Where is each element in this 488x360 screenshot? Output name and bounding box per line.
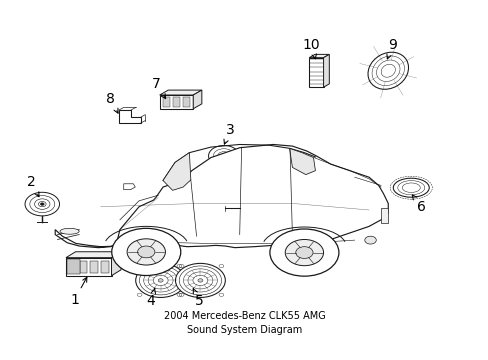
FancyBboxPatch shape [308, 58, 323, 87]
FancyBboxPatch shape [172, 97, 180, 107]
FancyBboxPatch shape [80, 261, 87, 273]
Text: 3: 3 [224, 123, 234, 144]
Circle shape [158, 279, 163, 282]
Text: 2: 2 [27, 175, 39, 197]
Text: 1: 1 [70, 277, 87, 307]
Text: 5: 5 [193, 289, 203, 308]
Circle shape [175, 264, 225, 297]
Circle shape [127, 239, 165, 265]
Circle shape [285, 239, 323, 266]
FancyBboxPatch shape [66, 258, 111, 276]
FancyBboxPatch shape [160, 95, 193, 109]
Polygon shape [308, 54, 328, 58]
Polygon shape [119, 110, 140, 123]
Circle shape [364, 236, 376, 244]
Circle shape [295, 247, 312, 258]
FancyBboxPatch shape [163, 97, 169, 107]
Text: 6: 6 [411, 195, 426, 214]
Ellipse shape [367, 52, 407, 89]
FancyBboxPatch shape [90, 261, 98, 273]
Text: 8: 8 [106, 91, 118, 113]
Polygon shape [66, 252, 121, 258]
Ellipse shape [60, 228, 79, 234]
Text: 4: 4 [146, 288, 155, 308]
Circle shape [198, 279, 203, 282]
Text: 9: 9 [386, 37, 397, 59]
FancyBboxPatch shape [69, 261, 77, 273]
Polygon shape [123, 184, 135, 190]
Polygon shape [289, 148, 315, 175]
FancyBboxPatch shape [67, 259, 80, 274]
FancyBboxPatch shape [101, 261, 108, 273]
Circle shape [41, 203, 44, 206]
Polygon shape [323, 54, 328, 87]
Polygon shape [111, 252, 121, 276]
Circle shape [112, 228, 181, 275]
Circle shape [208, 145, 239, 166]
FancyBboxPatch shape [380, 208, 387, 223]
Circle shape [137, 246, 155, 258]
Circle shape [269, 229, 338, 276]
Text: 10: 10 [302, 37, 320, 59]
Polygon shape [163, 153, 190, 190]
Ellipse shape [392, 178, 428, 197]
Circle shape [25, 192, 60, 216]
Polygon shape [193, 90, 202, 109]
Text: 7: 7 [151, 77, 165, 99]
Polygon shape [160, 90, 202, 95]
Circle shape [136, 264, 185, 297]
Polygon shape [55, 144, 387, 248]
Text: 2004 Mercedes-Benz CLK55 AMG
Sound System Diagram: 2004 Mercedes-Benz CLK55 AMG Sound Syste… [163, 311, 325, 335]
FancyBboxPatch shape [183, 97, 190, 107]
